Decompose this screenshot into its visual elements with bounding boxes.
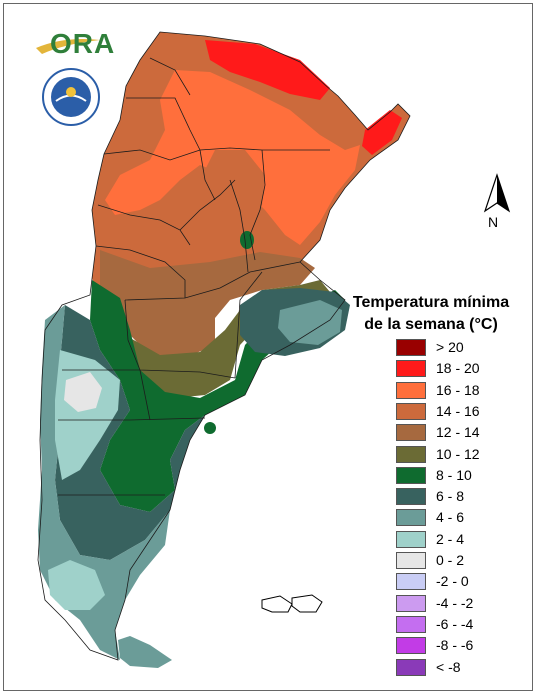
legend-label: < -8 [436,658,461,675]
legend-swatch [396,466,426,484]
legend-label: 6 - 8 [436,488,465,505]
legend-swatch [396,509,426,527]
legend-item: 14 - 16 [396,401,526,421]
legend-label: 16 - 18 [436,381,480,398]
legend-swatch [396,552,426,569]
legend-item: 8 - 10 [396,465,526,485]
legend-label: 8 - 10 [436,466,472,483]
legend-label: 2 - 4 [436,530,465,547]
legend-label: 0 - 2 [436,552,465,568]
legend-item: 18 - 20 [396,358,526,378]
legend-swatch [396,615,426,633]
legend-swatch [396,573,426,591]
legend-swatch [396,402,426,420]
map-region-center [100,250,315,360]
north-label: N [488,214,499,230]
map-region-18-20 [205,40,330,100]
smn-seal-icon [42,68,100,126]
legend-swatch [396,360,426,378]
legend-item: 6 - 8 [396,486,526,506]
legend-swatch [396,637,426,655]
legend-swatch [396,594,426,612]
map-region-tierra-del-fuego [118,636,172,668]
legend-swatch [396,488,426,506]
legend-label: -4 - -2 [436,594,474,611]
legend-swatch [396,339,426,356]
legend-item: -8 - -6 [396,635,526,655]
legend-title: Temperatura mínima de la semana (°C) [342,292,520,336]
legend-swatch [396,530,426,548]
province-borders [37,31,411,661]
north-arrow-icon [483,173,511,213]
legend-item: 10 - 12 [396,444,526,464]
legend-label: 12 - 14 [436,424,480,441]
legend-swatch [396,424,426,442]
legend-label: > 20 [436,339,464,355]
legend-title-line1: Temperatura mínima [352,294,510,311]
legend-item: < -8 [396,657,526,677]
map-spot-8-10-b [204,422,216,434]
legend-item: 12 - 14 [396,422,526,442]
map-region-2-4-south [48,560,105,610]
legend-item: > 20 [396,337,526,357]
legend-label: 14 - 16 [436,402,480,419]
map-region-4-6-east [278,300,342,345]
legend-swatch [396,445,426,463]
map-region-14-16-pocket [205,150,265,225]
legend-label: 10 - 12 [436,445,480,462]
legend-item: -4 - -2 [396,593,526,613]
legend-item: 0 - 2 [396,550,526,570]
legend-label: 4 - 6 [436,509,465,526]
legend-label: -8 - -6 [436,637,474,654]
legend-label: -2 - 0 [436,573,469,590]
legend-swatch [396,658,426,676]
malvinas-islands [261,594,323,613]
ora-logo-swoosh [36,39,100,54]
ora-logo-text: ORA [50,28,116,59]
legend-item: -2 - 0 [396,571,526,591]
legend-item: 2 - 4 [396,529,526,549]
map-region-0-2 [64,372,102,412]
map-region-18-20-misiones [362,110,402,155]
legend-swatch [396,381,426,399]
legend-title-line2: de la semana (°C) [364,316,498,333]
legend-item: -6 - -4 [396,614,526,634]
legend-label: 18 - 20 [436,360,480,377]
legend-item: 16 - 18 [396,380,526,400]
legend-item: 4 - 6 [396,507,526,527]
map-frame [3,3,533,691]
legend-label: -6 - -4 [436,615,474,632]
